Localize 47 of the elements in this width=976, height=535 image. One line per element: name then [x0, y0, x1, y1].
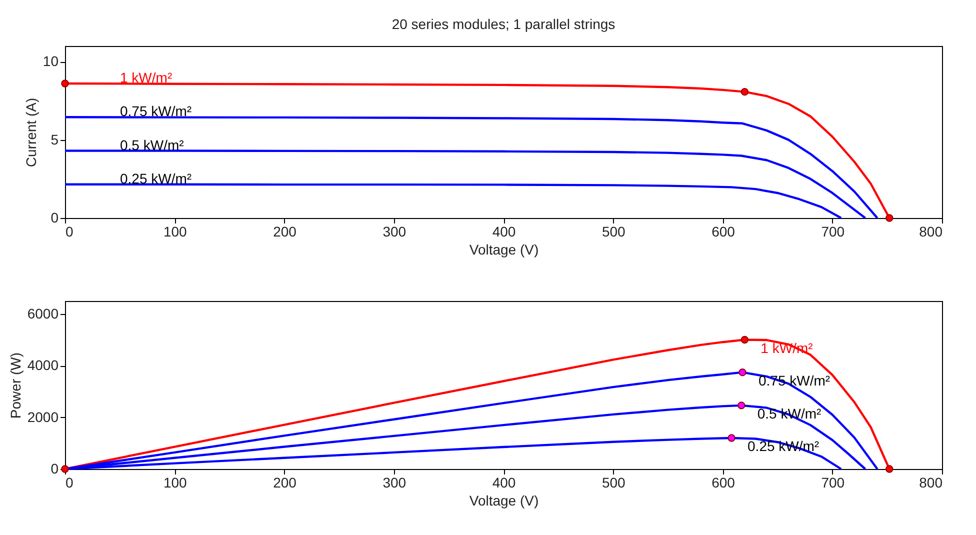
line-series [64, 183, 842, 220]
point [740, 336, 749, 344]
x-axis-title: Voltage (V) [469, 492, 539, 508]
x-tick-label: 400 [492, 224, 516, 240]
x-tick-label: 500 [602, 224, 626, 240]
point [61, 80, 69, 88]
x-tick-label: 300 [382, 224, 406, 240]
y-tick-label: 6000 [27, 305, 59, 322]
point [728, 434, 736, 442]
point [886, 214, 894, 222]
x-tick-label: 0 [66, 474, 74, 490]
point [738, 402, 746, 410]
y-tick-label: 5 [50, 131, 59, 148]
series-label: 0.75 kW/m² [120, 103, 192, 120]
x-tick-label: 600 [712, 224, 736, 240]
x-tick-label: 200 [273, 474, 297, 490]
x-tick-label: 800 [919, 224, 943, 240]
x-tick-label: 300 [382, 474, 406, 490]
series-label: 0.5 kW/m² [120, 136, 184, 153]
y-tick-label: 0 [50, 460, 59, 476]
x-tick-label: 400 [492, 474, 516, 490]
x-tick-label: 800 [919, 474, 943, 490]
x-tick-label: 700 [821, 224, 845, 240]
point [61, 465, 69, 473]
line-series [64, 150, 866, 220]
x-tick-label: 0 [66, 224, 74, 240]
y-axis-title: Power (W) [7, 352, 24, 419]
x-tick-label: 500 [602, 474, 626, 490]
y-tick-label: 10 [42, 53, 59, 70]
series-label: 1 kW/m² [120, 70, 172, 86]
y-tick-label: 2000 [27, 408, 59, 425]
x-tick-label: 700 [821, 474, 845, 490]
series-label: 0.5 kW/m² [757, 405, 822, 422]
x-axis-title: Voltage (V) [469, 242, 539, 258]
point [738, 368, 746, 376]
x-tick-label: 600 [712, 474, 736, 490]
x-tick-label: 200 [273, 224, 297, 240]
chart-title: 20 series modules; 1 parallel strings [392, 16, 616, 32]
x-tick-label: 100 [163, 224, 188, 240]
point [740, 88, 749, 96]
y-tick-label: 0 [50, 210, 59, 226]
x-tick-label: 100 [163, 474, 188, 490]
line-series [64, 116, 878, 220]
y-tick-label: 4000 [27, 357, 59, 374]
y-axis-title: Current (A) [22, 98, 39, 168]
point [886, 465, 894, 473]
series-label: 0.25 kW/m² [120, 170, 192, 186]
